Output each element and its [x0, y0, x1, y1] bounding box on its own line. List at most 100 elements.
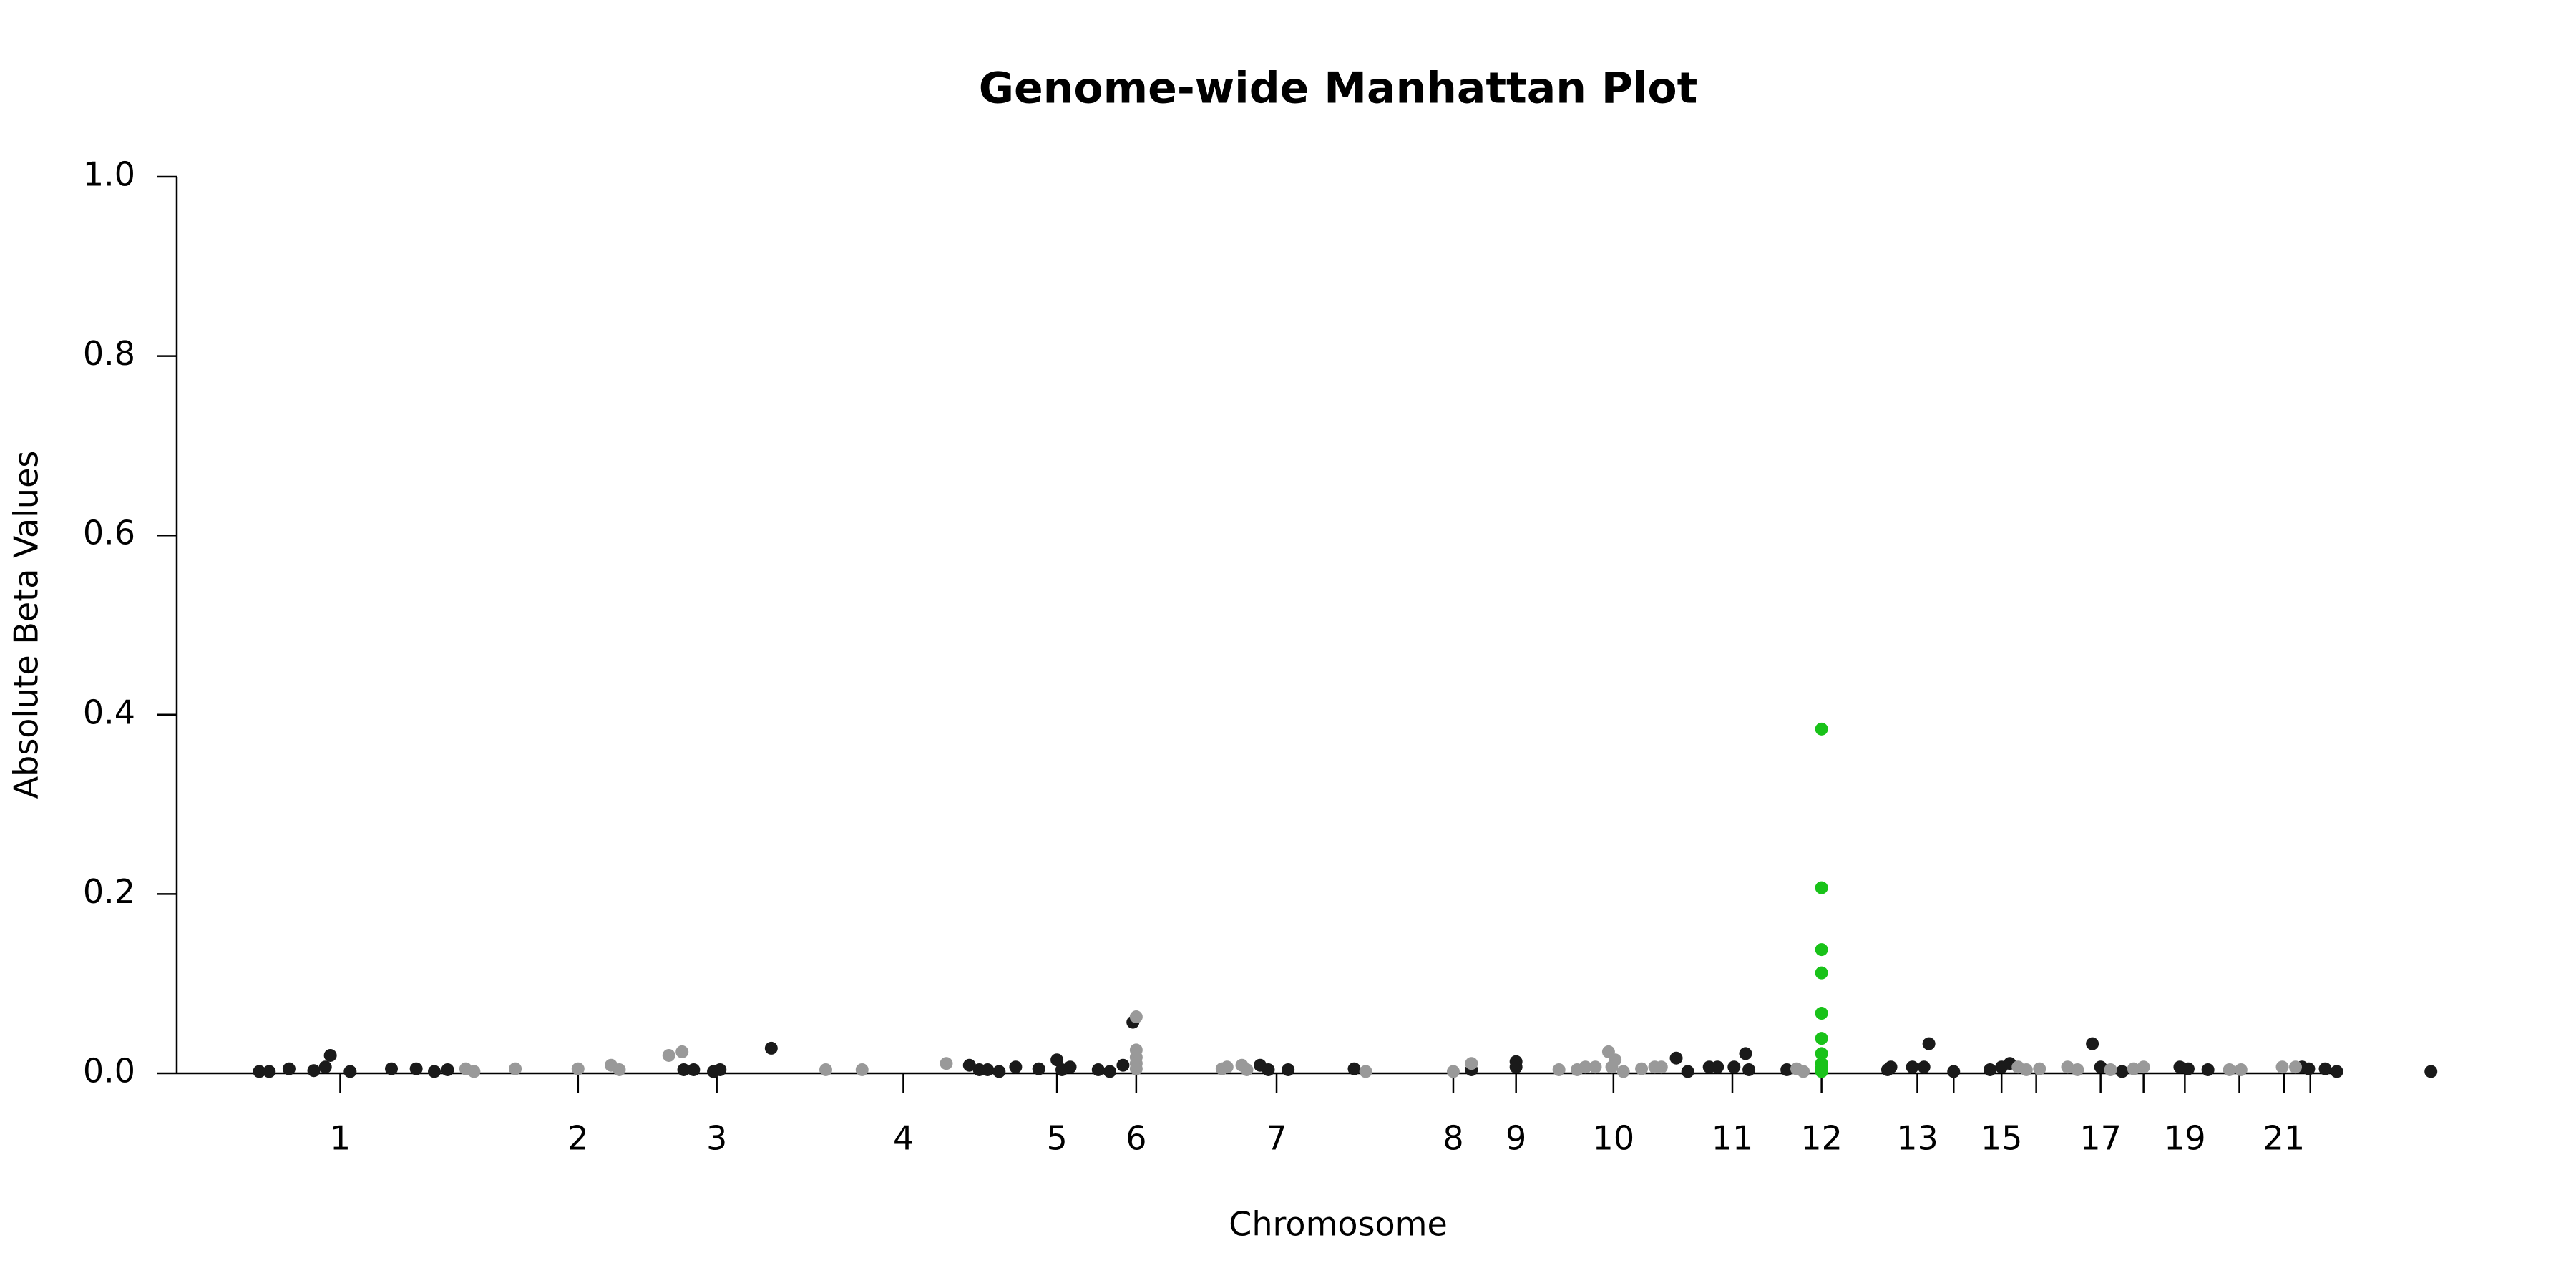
data-point	[1780, 1063, 1794, 1076]
x-tick-label: 12	[1800, 1119, 1843, 1158]
data-point	[1009, 1060, 1023, 1074]
data-point	[571, 1062, 585, 1075]
data-point	[1654, 1060, 1668, 1074]
data-point	[1815, 1032, 1828, 1045]
x-tick-label: 15	[1981, 1119, 2023, 1158]
data-point	[1922, 1037, 1936, 1050]
data-point	[2234, 1063, 2248, 1076]
data-point	[2127, 1062, 2140, 1075]
data-point	[318, 1060, 332, 1074]
x-tick-label: 17	[2079, 1119, 2122, 1158]
data-point	[1711, 1060, 1724, 1074]
data-point	[1815, 1065, 1828, 1078]
data-point	[1815, 1007, 1828, 1020]
data-point	[343, 1065, 357, 1078]
data-point	[2071, 1063, 2084, 1076]
data-point	[2223, 1063, 2236, 1076]
data-point	[1032, 1062, 1045, 1075]
data-point	[2086, 1037, 2099, 1050]
data-point	[2302, 1062, 2316, 1075]
data-point	[1579, 1060, 1592, 1074]
x-tick-label: 4	[893, 1119, 914, 1158]
data-point	[1103, 1065, 1116, 1078]
data-point	[764, 1041, 778, 1055]
data-point	[1815, 881, 1828, 894]
data-point	[855, 1063, 869, 1076]
data-point	[1465, 1057, 1478, 1070]
data-point	[1240, 1063, 1254, 1076]
data-point	[1947, 1065, 1961, 1078]
data-point	[2061, 1060, 2074, 1074]
chart-title: Genome-wide Manhattan Plot	[979, 64, 1698, 114]
data-point	[819, 1063, 832, 1076]
data-point	[1984, 1063, 1997, 1076]
data-point	[385, 1062, 399, 1075]
x-tick-label: 8	[1443, 1119, 1463, 1158]
data-point	[1635, 1062, 1649, 1075]
data-point	[1797, 1065, 1810, 1078]
data-point	[1681, 1065, 1694, 1078]
data-point	[323, 1048, 337, 1062]
y-tick-label: 0.0	[83, 1052, 135, 1091]
data-point	[1605, 1060, 1619, 1074]
data-point	[1669, 1051, 1683, 1065]
x-tick-label: 21	[2263, 1119, 2306, 1158]
data-point	[2094, 1060, 2107, 1074]
x-tick-label: 3	[706, 1119, 727, 1158]
x-tick-label: 13	[1896, 1119, 1938, 1158]
data-point	[1509, 1060, 1523, 1074]
y-tick-label: 0.4	[83, 693, 135, 731]
data-point	[253, 1065, 266, 1078]
data-point	[1446, 1065, 1460, 1078]
data-point	[1116, 1058, 1130, 1072]
data-point	[1815, 943, 1828, 957]
data-point	[1063, 1060, 1077, 1074]
data-point	[1129, 1062, 1143, 1075]
x-tick-label: 11	[1712, 1119, 1754, 1158]
x-tick-label: 10	[1593, 1119, 1635, 1158]
x-tick-label: 5	[1046, 1119, 1067, 1158]
data-point	[282, 1062, 296, 1075]
data-point	[1220, 1060, 1234, 1074]
y-tick-label: 0.2	[83, 872, 135, 911]
data-point	[409, 1062, 423, 1075]
data-point	[1739, 1047, 1752, 1060]
data-point	[441, 1063, 454, 1076]
data-point	[2019, 1063, 2033, 1076]
data-point	[713, 1063, 727, 1076]
x-axis-title: Chromosome	[1229, 1205, 1448, 1244]
data-point	[662, 1048, 675, 1062]
data-point	[940, 1057, 953, 1070]
data-point	[2424, 1065, 2438, 1078]
data-point	[467, 1065, 481, 1078]
data-point	[1589, 1060, 1602, 1074]
data-point	[263, 1065, 276, 1078]
data-point	[1552, 1063, 1566, 1076]
data-point	[2115, 1065, 2129, 1078]
data-point	[1917, 1060, 1931, 1074]
data-point	[2318, 1062, 2332, 1075]
data-point	[1050, 1053, 1064, 1067]
data-point	[677, 1063, 691, 1076]
data-point	[1091, 1063, 1105, 1076]
x-tick-label: 19	[2164, 1119, 2206, 1158]
data-point	[1727, 1060, 1741, 1074]
data-point	[1815, 966, 1828, 980]
data-point	[2104, 1063, 2117, 1076]
data-point	[992, 1065, 1006, 1078]
data-point	[2330, 1065, 2343, 1078]
x-tick-label: 9	[1506, 1119, 1526, 1158]
data-point	[2288, 1060, 2302, 1074]
y-tick-label: 0.8	[83, 334, 135, 373]
data-point	[1262, 1063, 1275, 1076]
y-tick-label: 0.6	[83, 514, 135, 552]
data-point	[613, 1063, 626, 1076]
data-point	[2137, 1060, 2150, 1074]
data-point	[1347, 1062, 1361, 1075]
x-tick-label: 7	[1266, 1119, 1287, 1158]
x-tick-label: 1	[330, 1119, 351, 1158]
data-point	[509, 1062, 522, 1075]
data-point	[1742, 1063, 1756, 1076]
